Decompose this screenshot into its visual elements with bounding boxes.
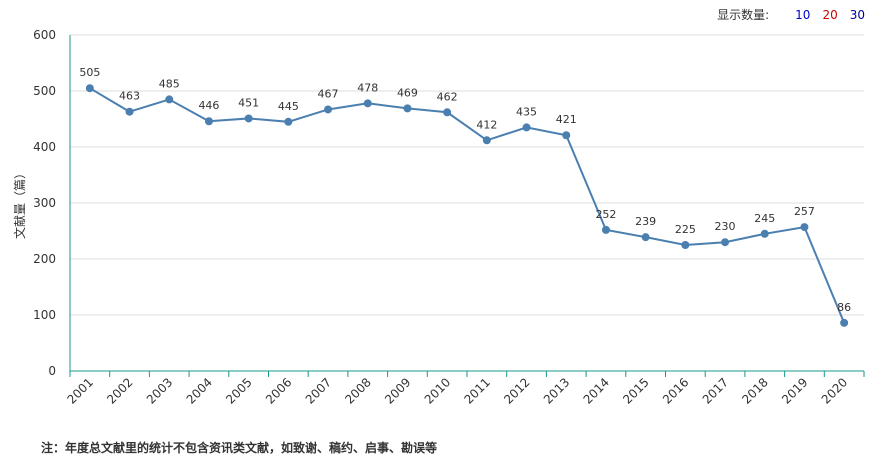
y-tick-label: 300 <box>33 196 56 210</box>
data-point <box>85 84 94 93</box>
x-tick-label: 2005 <box>223 375 254 406</box>
data-point <box>244 114 253 123</box>
data-label: 478 <box>357 81 378 94</box>
x-tick-label: 2018 <box>739 375 770 406</box>
data-label: 445 <box>278 100 299 113</box>
footnote: 注：年度总文献里的统计不包含资讯类文献，如致谢、稿约、启事、勘误等 <box>41 441 438 455</box>
data-label: 245 <box>754 212 775 225</box>
x-tick-label: 2001 <box>64 375 95 406</box>
x-tick-label: 2016 <box>660 375 691 406</box>
data-point <box>760 229 769 238</box>
display-count-option-10[interactable]: 10 <box>795 7 811 22</box>
data-point <box>800 223 809 232</box>
data-point <box>165 95 174 104</box>
data-label: 505 <box>79 66 100 79</box>
data-point <box>284 117 293 126</box>
x-tick-label: 2007 <box>303 375 334 406</box>
y-tick-label: 100 <box>33 308 56 322</box>
data-point <box>562 131 571 140</box>
y-tick-label: 600 <box>33 28 56 42</box>
x-tick-label: 2011 <box>461 375 492 406</box>
x-tick-label: 2006 <box>263 375 294 406</box>
data-point <box>681 241 690 249</box>
x-tick-label: 2004 <box>184 375 215 406</box>
data-label: 412 <box>476 118 497 131</box>
line-chart: 0 100 200 300 400 500 600 2001 2002 2003 2004 2005 2… <box>12 28 865 407</box>
data-label: 451 <box>238 96 259 109</box>
data-label: 463 <box>119 90 140 103</box>
data-point <box>324 105 333 114</box>
display-count-option-20[interactable]: 20 <box>822 7 838 22</box>
x-tick-label: 2010 <box>422 375 453 406</box>
series-line <box>89 87 846 324</box>
data-label: 239 <box>635 215 656 228</box>
data-label: 446 <box>198 99 219 112</box>
data-point <box>403 104 412 113</box>
x-tick-label: 2014 <box>581 375 612 406</box>
data-point <box>363 99 372 108</box>
y-tick-label: 200 <box>33 252 56 266</box>
data-label: 225 <box>675 223 696 236</box>
data-label: 257 <box>794 205 815 218</box>
data-point <box>601 225 610 234</box>
data-label: 435 <box>516 105 537 118</box>
y-axis-title: 文献量（篇） <box>12 167 27 239</box>
data-point <box>125 107 134 116</box>
x-tick-label: 2003 <box>144 375 175 406</box>
data-point <box>840 318 849 327</box>
y-tick-label: 400 <box>33 140 56 154</box>
y-tick-label: 0 <box>48 364 56 378</box>
data-label: 469 <box>397 86 418 99</box>
x-tick-label: 2009 <box>382 375 413 406</box>
data-point <box>204 117 213 126</box>
data-point <box>522 123 531 132</box>
data-point <box>641 233 650 242</box>
data-label: 252 <box>595 208 616 221</box>
display-count-label: 显示数量: <box>717 8 770 22</box>
x-tick-label: 2017 <box>700 375 731 406</box>
data-label: 485 <box>159 77 180 90</box>
data-point <box>721 238 730 247</box>
data-label: 421 <box>556 113 577 126</box>
x-tick-label: 2008 <box>342 375 373 406</box>
display-count-option-30[interactable]: 30 <box>849 7 865 22</box>
x-tick-label: 2012 <box>501 375 532 406</box>
display-count-bar: 显示数量: 10 20 30 <box>717 6 865 23</box>
data-label: 467 <box>318 87 339 100</box>
data-point <box>482 136 491 145</box>
x-tick-label: 2020 <box>819 375 850 406</box>
y-tick-label: 500 <box>33 84 56 98</box>
data-label: 86 <box>837 301 851 314</box>
data-point <box>443 108 452 117</box>
x-tick-label: 2002 <box>104 375 135 406</box>
x-tick-label: 2015 <box>620 375 651 406</box>
x-tick-label: 2013 <box>541 375 572 406</box>
data-label: 230 <box>715 220 736 233</box>
x-tick-label: 2019 <box>779 375 810 406</box>
data-label: 462 <box>437 90 458 103</box>
